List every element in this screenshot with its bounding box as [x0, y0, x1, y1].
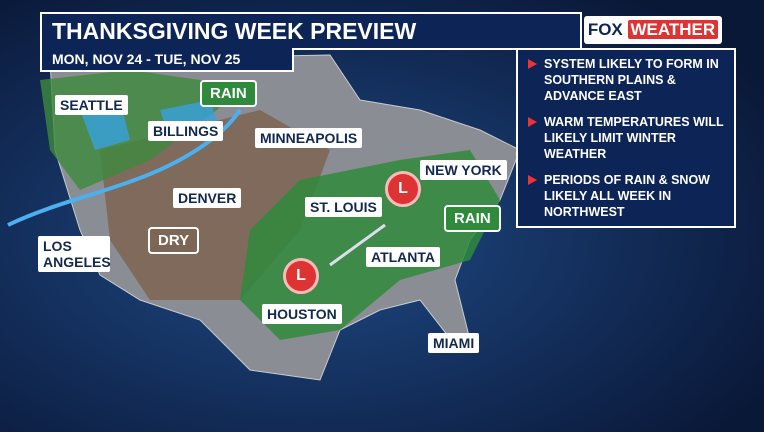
city-label: DENVER — [173, 188, 242, 208]
note-item: PERIODS OF RAIN & SNOW LIKELY ALL WEEK I… — [526, 172, 726, 220]
logo-brand: FOX — [587, 20, 623, 39]
note-item: SYSTEM LIKELY TO FORM IN SOUTHERN PLAINS… — [526, 56, 726, 104]
city-label: SEATTLE — [55, 95, 128, 115]
region-label: DRY — [148, 227, 200, 254]
title: THANKSGIVING WEEK PREVIEW — [40, 12, 582, 50]
region-label: RAIN — [200, 80, 257, 107]
notes-panel: SYSTEM LIKELY TO FORM IN SOUTHERN PLAINS… — [516, 48, 736, 228]
track-arrow — [329, 223, 386, 267]
city-label: HOUSTON — [262, 304, 342, 324]
logo-product: WEATHER — [627, 20, 719, 39]
city-label: ST. LOUIS — [305, 197, 382, 217]
subtitle: MON, NOV 24 - TUE, NOV 25 — [40, 48, 294, 72]
city-label: MINNEAPOLIS — [255, 128, 363, 148]
city-label: NEW YORK — [420, 160, 507, 180]
cold-front — [7, 108, 242, 227]
city-label: ATLANTA — [366, 247, 441, 267]
low-pressure: L — [283, 258, 319, 294]
note-item: WARM TEMPERATURES WILL LIKELY LIMIT WINT… — [526, 114, 726, 162]
city-label: MIAMI — [428, 333, 480, 353]
logo: FOX WEATHER — [584, 16, 722, 44]
low-pressure: L — [385, 171, 421, 207]
region-label: RAIN — [444, 205, 501, 232]
city-label: LOS ANGELES — [38, 236, 111, 272]
city-label: BILLINGS — [148, 121, 224, 141]
